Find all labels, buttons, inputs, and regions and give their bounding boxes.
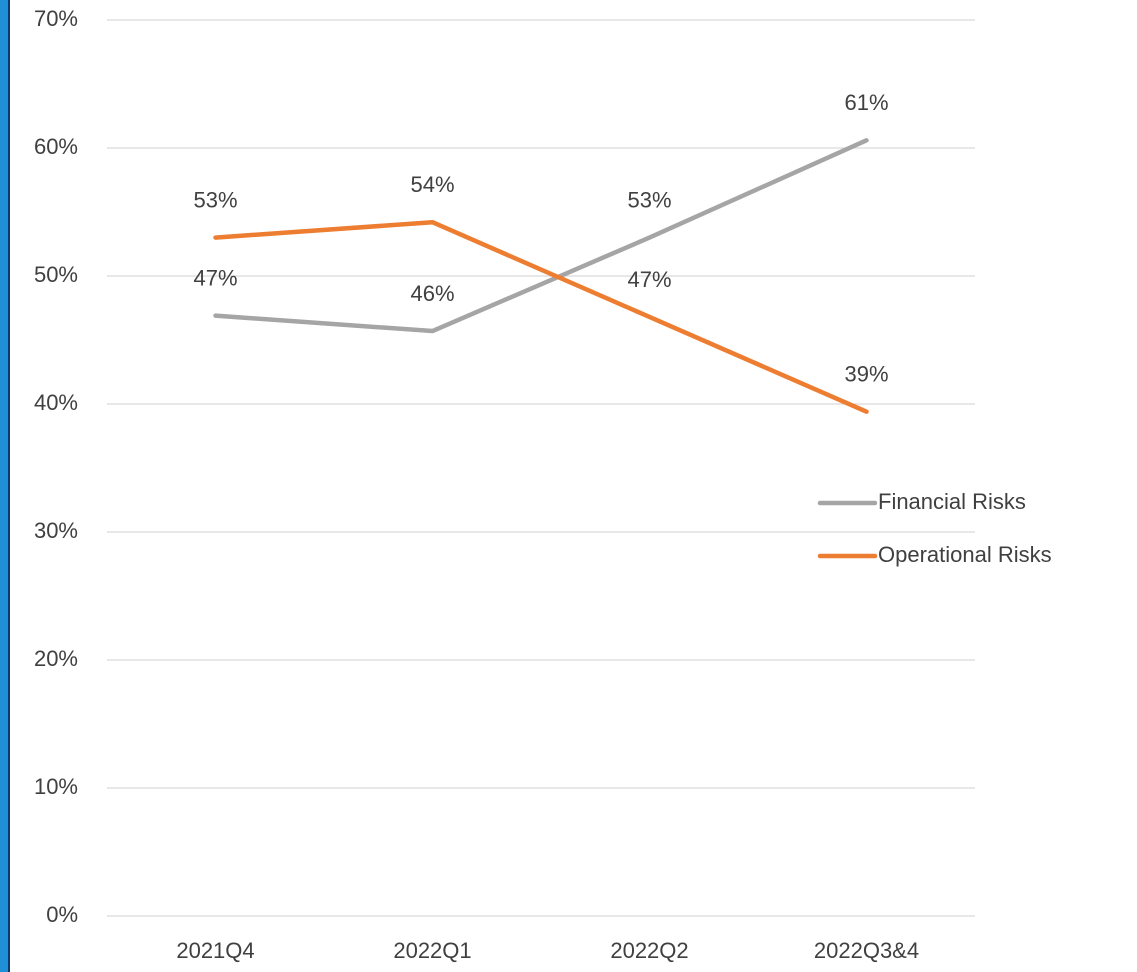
legend-label: Operational Risks (878, 542, 1052, 567)
x-tick-label: 2021Q4 (176, 938, 254, 963)
frame-edge (0, 0, 8, 972)
data-label: 47% (193, 265, 237, 290)
x-tick-label: 2022Q3&4 (814, 938, 919, 963)
data-label: 53% (193, 187, 237, 212)
y-tick-label: 20% (34, 646, 78, 671)
y-tick-label: 0% (46, 902, 78, 927)
y-tick-label: 40% (34, 390, 78, 415)
y-tick-label: 70% (34, 6, 78, 31)
data-label: 54% (410, 172, 454, 197)
y-tick-label: 50% (34, 262, 78, 287)
data-label: 53% (627, 187, 671, 212)
y-tick-label: 10% (34, 774, 78, 799)
data-label: 61% (844, 90, 888, 115)
y-tick-label: 60% (34, 134, 78, 159)
data-label: 47% (627, 267, 671, 292)
data-label: 39% (844, 361, 888, 386)
series-line (213, 138, 869, 334)
frame-edge-shadow (8, 0, 10, 972)
series-line (213, 219, 869, 414)
x-tick-label: 2022Q2 (610, 938, 688, 963)
legend-label: Financial Risks (878, 489, 1026, 514)
x-tick-label: 2022Q1 (393, 938, 471, 963)
y-tick-label: 30% (34, 518, 78, 543)
data-label: 46% (410, 281, 454, 306)
